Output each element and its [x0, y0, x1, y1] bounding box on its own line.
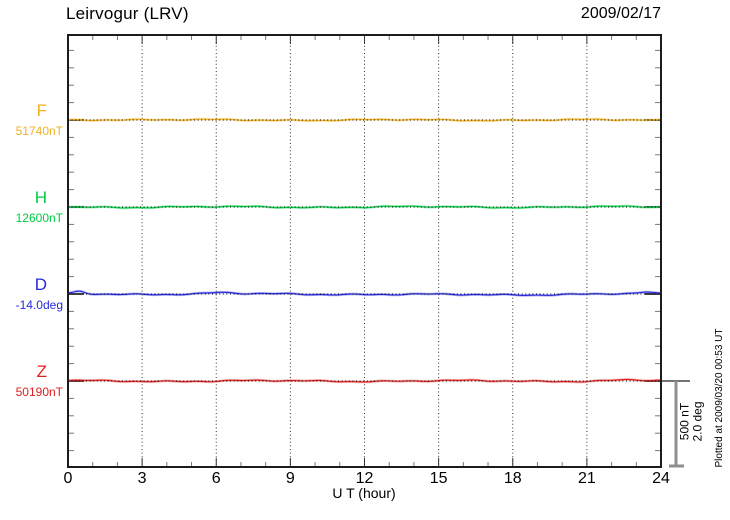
series-label-H: H: [34, 188, 47, 207]
trace-Z: [67, 378, 661, 383]
series-label-D: D: [34, 275, 47, 294]
x-tick-label: 18: [503, 470, 522, 487]
plotted-at-note: Plotted at 2009/03/20 00:53 UT: [714, 328, 725, 468]
station-title: Leirvogur (LRV): [66, 4, 189, 23]
x-tick-label: 6: [211, 470, 221, 487]
scale-bar-label: 500 nT 2.0 deg: [677, 386, 705, 458]
x-tick-label: 0: [63, 470, 73, 487]
x-tick-label: 3: [137, 470, 147, 487]
series-label-F: F: [36, 101, 47, 120]
series-label-Z: Z: [36, 362, 47, 381]
x-tick-label: 15: [429, 470, 448, 487]
scale-bar-label-nt: 500 nT: [677, 402, 692, 441]
series-value-H: 12600nT: [15, 211, 63, 225]
scale-bar-label-deg: 2.0 deg: [690, 401, 704, 442]
series-value-D: -14.0deg: [15, 298, 63, 312]
x-tick-label: 12: [355, 470, 374, 487]
series-value-F: 51740nT: [15, 124, 63, 138]
x-tick-label: 9: [285, 470, 295, 487]
x-tick-label: 24: [652, 470, 670, 487]
series-value-Z: 50190nT: [15, 385, 63, 399]
x-tick-label: 21: [577, 470, 596, 487]
x-axis-title: U T (hour): [332, 485, 396, 501]
plot-frame: [67, 34, 662, 468]
plot-date: 2009/02/17: [580, 5, 661, 22]
